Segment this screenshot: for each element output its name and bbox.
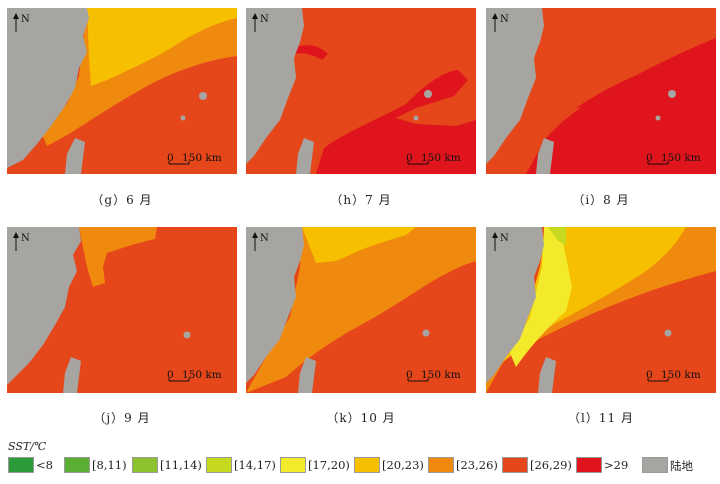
legend-label: [11,14) <box>160 458 202 472</box>
land-mainland <box>246 8 304 164</box>
sea-20-23-zone <box>486 227 686 377</box>
north-arrow: N <box>492 13 509 32</box>
sea-23-26-zone <box>246 227 476 393</box>
panel-caption-i: （i）8 月 <box>572 193 630 207</box>
sea-14-17-zone <box>548 227 566 245</box>
panel-caption-k: （k）10 月 <box>326 411 396 425</box>
scale-bar: 0 150 km <box>406 152 461 165</box>
legend-label: [23,26) <box>456 458 498 472</box>
legend-swatch <box>280 457 306 473</box>
legend-swatch <box>206 457 232 473</box>
legend-swatch <box>502 457 528 473</box>
north-arrow: N <box>252 13 269 32</box>
sea-above-29-zone <box>576 64 686 108</box>
scale-zero-label: 0 <box>406 369 413 381</box>
north-label: N <box>21 14 30 25</box>
scale-bar: 0 150 km <box>406 369 461 382</box>
sea-above-29-zone <box>294 45 328 60</box>
legend-swatch <box>576 457 602 473</box>
scale-distance-label: 150 km <box>182 369 222 381</box>
scale-bar: 0 150 km <box>167 152 222 165</box>
legend-swatch <box>132 457 158 473</box>
scale-zero-label: 0 <box>167 152 174 164</box>
island <box>668 90 676 98</box>
land-taiwan <box>298 357 316 393</box>
land-taiwan <box>538 357 556 393</box>
panel-caption-g: （g）6 月 <box>91 193 153 207</box>
land-taiwan <box>63 357 81 393</box>
scale-distance-label: 150 km <box>421 369 461 381</box>
legend-label: [14,17) <box>234 458 276 472</box>
sea-17-20-zone <box>510 227 572 367</box>
panel-caption-j: （j）9 月 <box>93 411 151 425</box>
scale-bar: 0 150 km <box>646 152 701 165</box>
north-label: N <box>260 14 269 25</box>
north-label: N <box>21 233 30 244</box>
scale-zero-label: 0 <box>646 152 653 164</box>
legend-swatch <box>64 457 90 473</box>
scale-distance-label: 150 km <box>661 152 701 164</box>
island <box>655 115 661 121</box>
legend-swatch <box>428 457 454 473</box>
scale-zero-label: 0 <box>167 369 174 381</box>
land-mainland <box>486 8 544 164</box>
legend-label: [8,11) <box>92 458 127 472</box>
sea-20-23-zone <box>87 8 237 86</box>
legend-label: <8 <box>36 458 53 472</box>
north-label: N <box>500 14 509 25</box>
map-panel-h: N 0 150 km <box>246 8 476 174</box>
north-arrow: N <box>13 13 30 32</box>
scale-zero-label: 0 <box>646 369 653 381</box>
land-mainland <box>7 227 81 385</box>
legend-label: [17,20) <box>308 458 350 472</box>
sea-23-26-zone <box>79 227 157 287</box>
map-panel-k: N 0 150 km <box>246 227 476 393</box>
sea-20-23-zone <box>302 227 416 263</box>
sea-above-29-zone <box>316 70 476 174</box>
legend-swatch <box>354 457 380 473</box>
land-taiwan <box>65 138 85 174</box>
scale-distance-label: 150 km <box>661 369 701 381</box>
island <box>424 90 432 98</box>
north-arrow: N <box>492 232 509 251</box>
legend-label: [20,23) <box>382 458 424 472</box>
island <box>422 329 430 337</box>
island <box>664 329 672 337</box>
scale-zero-label: 0 <box>406 152 413 164</box>
land-mainland <box>486 227 544 383</box>
north-label: N <box>500 233 509 244</box>
island <box>413 115 419 121</box>
map-panel-j: N 0 150 km <box>7 227 237 393</box>
map-panel-g: N 0 150 km <box>7 8 237 174</box>
land-taiwan <box>296 138 314 174</box>
legend-label: [26,29) <box>530 458 572 472</box>
legend-title: SST/℃ <box>8 440 47 453</box>
legend-swatch <box>642 457 668 473</box>
land-taiwan <box>536 138 554 174</box>
land-mainland <box>246 227 304 383</box>
scale-bar: 0 150 km <box>646 369 701 382</box>
legend-label: 陆地 <box>670 459 693 473</box>
island <box>199 92 207 100</box>
island <box>180 115 186 121</box>
scale-distance-label: 150 km <box>182 152 222 164</box>
north-arrow: N <box>13 232 30 251</box>
panel-caption-h: （h）7 月 <box>330 193 392 207</box>
map-panel-i: N 0 150 km <box>486 8 716 174</box>
scale-bar: 0 150 km <box>167 369 222 382</box>
north-label: N <box>260 233 269 244</box>
scale-distance-label: 150 km <box>421 152 461 164</box>
panel-caption-l: （l）11 月 <box>568 411 634 425</box>
legend-swatch <box>8 457 34 473</box>
north-arrow: N <box>252 232 269 251</box>
map-panel-l: N 0 150 km <box>486 227 716 393</box>
island <box>183 331 191 339</box>
land-mainland <box>7 8 89 168</box>
legend-label: >29 <box>604 458 629 472</box>
